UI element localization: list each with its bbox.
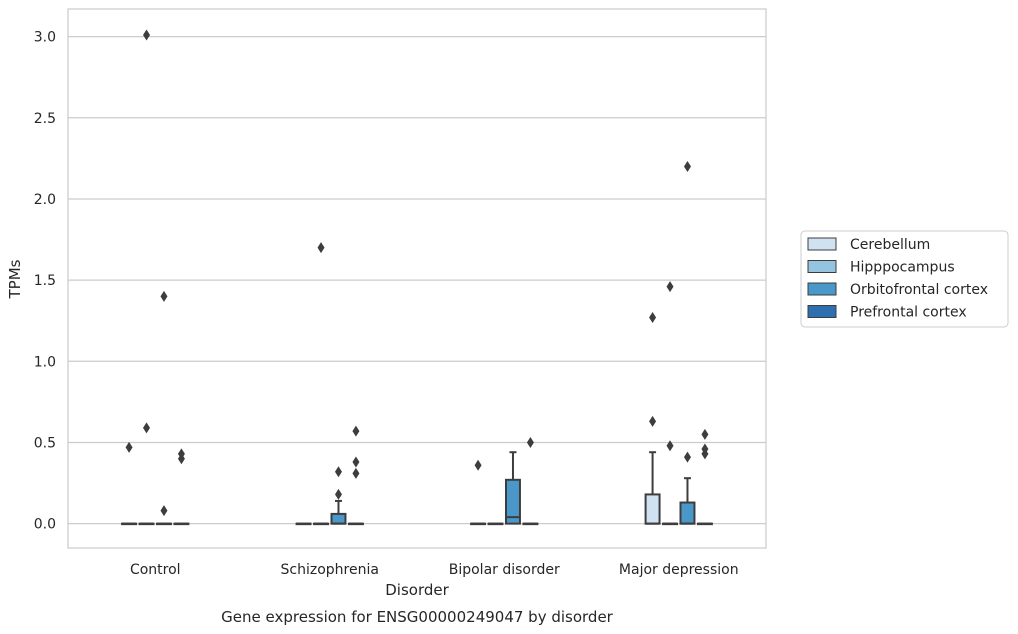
outlier-point [177, 448, 185, 460]
outlier-point [701, 428, 709, 440]
box-0-1 [138, 29, 155, 526]
outlier-point [649, 415, 657, 427]
box-body [330, 512, 347, 525]
outlier-point [683, 160, 691, 172]
outlier-point [334, 466, 342, 478]
legend-label: Prefrontal cortex [850, 305, 967, 321]
outlier-point [160, 505, 168, 517]
box-body [644, 493, 661, 525]
outlier-point [666, 281, 674, 293]
y-tick-label: 2.0 [34, 192, 56, 208]
box-body [679, 501, 696, 525]
x-tick-labels: Control Schizophrenia Bipolar disorder Majo… [130, 562, 739, 578]
box-0-2 [155, 290, 172, 526]
outlier-point [317, 242, 325, 254]
x-tick-label: Bipolar disorder [449, 562, 560, 578]
plot-frame [67, 8, 767, 549]
box-2-0 [470, 459, 487, 526]
legend-swatch [807, 237, 837, 251]
outlier-point [143, 29, 151, 41]
box-0-3 [173, 448, 190, 526]
box-2-3 [522, 436, 539, 526]
gridlines [68, 35, 766, 525]
box-3-2 [679, 160, 696, 525]
box-1-3 [347, 425, 364, 526]
box-plot-series [121, 29, 713, 526]
x-axis-title: Disorder [385, 581, 449, 599]
y-tick-label: 0.0 [34, 517, 56, 533]
box-2-1 [487, 522, 504, 526]
outlier-point [334, 488, 342, 500]
y-tick-label: 1.0 [34, 354, 56, 370]
outlier-point [352, 456, 360, 468]
outlier-point [701, 443, 709, 455]
box-1-2 [330, 466, 347, 525]
outlier-point [143, 422, 151, 434]
box-2-2 [504, 451, 521, 525]
box-1-0 [295, 522, 312, 526]
y-tick-label: 2.5 [34, 111, 56, 127]
chart-caption: Gene expression for ENSG00000249047 by d… [221, 608, 614, 626]
legend: Cerebellum Hipppocampus Orbitofrontal cort… [800, 230, 1009, 328]
legend-frame [800, 230, 1009, 328]
box-0-0 [121, 441, 138, 526]
legend-swatch [807, 305, 837, 318]
y-tick-label: 0.5 [34, 435, 56, 451]
outlier-point [125, 441, 133, 453]
outlier-point [666, 440, 674, 452]
box-3-1 [662, 281, 679, 526]
x-tick-label: Schizophrenia [281, 562, 379, 578]
legend-label: Orbitofrontal cortex [850, 282, 988, 298]
y-tick-label: 1.5 [34, 273, 56, 289]
outlier-point [683, 451, 691, 463]
legend-label: Cerebellum [850, 237, 930, 253]
box-body [504, 478, 521, 525]
y-axis-title: TPMs [6, 259, 24, 299]
box-1-1 [313, 242, 330, 526]
outlier-point [526, 436, 534, 448]
outlier-point [352, 425, 360, 437]
legend-label: Hipppocampus [850, 260, 955, 276]
x-tick-label: Control [130, 562, 181, 578]
x-tick-label: Major depression [619, 562, 739, 578]
outlier-point [649, 311, 657, 323]
outlier-point [160, 290, 168, 302]
outlier-point [474, 459, 482, 471]
legend-swatch [807, 282, 837, 296]
legend-swatch [807, 260, 837, 273]
outlier-point [352, 467, 360, 479]
box-3-0 [644, 311, 661, 525]
y-tick-labels: 0.0 0.5 1.0 1.5 2.0 2.5 3.0 [34, 30, 56, 533]
box-3-3 [696, 428, 713, 526]
y-tick-label: 3.0 [34, 30, 56, 46]
